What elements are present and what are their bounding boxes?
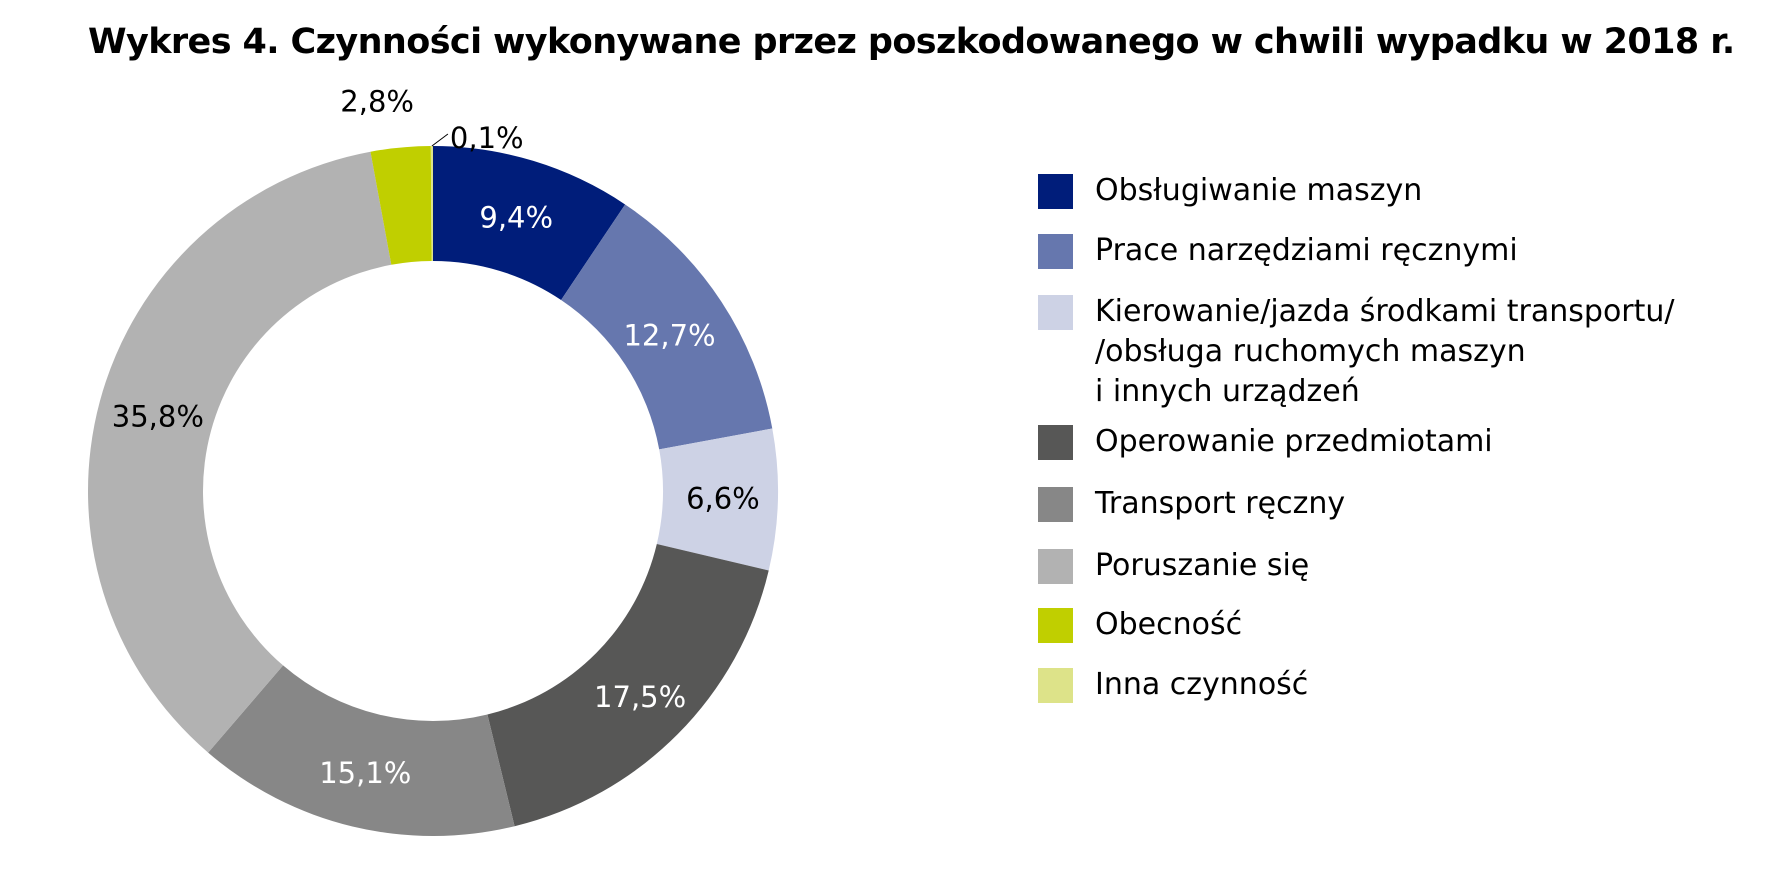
legend-item-8: Inna czynność — [1038, 665, 1715, 705]
legend-item-5: Transport ręczny — [1038, 484, 1715, 524]
donut-slice-8 — [430, 146, 433, 262]
legend-label-line: Obecność — [1095, 607, 1243, 642]
leader-line — [431, 133, 449, 147]
legend-label-line: Obsługiwanie maszyn — [1095, 173, 1423, 208]
legend-swatch — [1038, 425, 1073, 460]
donut-slice-2 — [561, 204, 773, 450]
legend-label-line: Poruszanie się — [1095, 548, 1310, 583]
legend-label-line: i innych urządzeń — [1095, 374, 1360, 409]
legend-swatch — [1038, 549, 1073, 584]
legend-item-3: Kierowanie/jazda środkami transportu/ /ob… — [1038, 292, 1715, 412]
data-label-2: 12,7% — [623, 319, 715, 353]
legend-swatch — [1038, 487, 1073, 522]
legend-label-line: Kierowanie/jazda środkami transportu/ — [1095, 294, 1675, 329]
donut-slice-3 — [656, 428, 778, 571]
legend: Obsługiwanie maszyn Prace narzędziami ręc… — [1038, 0, 1738, 876]
legend-label-line: /obsługa ruchomych maszyn — [1095, 334, 1526, 369]
legend-label: Kierowanie/jazda środkami transportu/ /ob… — [1095, 292, 1715, 412]
legend-swatch — [1038, 234, 1073, 269]
legend-label-line: Operowanie przedmiotami — [1095, 424, 1493, 459]
donut-slice-4 — [487, 543, 769, 827]
donut-slice-6 — [87, 151, 392, 753]
data-label-1: 9,4% — [479, 200, 553, 234]
legend-swatch — [1038, 668, 1073, 703]
donut-slice-7 — [370, 146, 432, 265]
donut-slice-1 — [433, 146, 626, 300]
legend-item-1: Obsługiwanie maszyn — [1038, 171, 1715, 211]
legend-swatch — [1038, 295, 1073, 330]
donut-chart: 9,4% 12,7% 6,6% 17,5% 15,1% 35,8% 2,8% 0,1% — [87, 85, 778, 836]
legend-label-line: Inna czynność — [1095, 667, 1309, 702]
data-label-8: 0,1% — [450, 121, 524, 155]
data-label-7: 2,8% — [340, 85, 414, 119]
legend-swatch — [1038, 608, 1073, 643]
data-label-5: 15,1% — [319, 756, 411, 790]
legend-label: Inna czynność — [1095, 665, 1715, 705]
legend-label: Transport ręczny — [1095, 484, 1715, 524]
data-label-4: 17,5% — [594, 680, 686, 714]
legend-item-6: Poruszanie się — [1038, 546, 1715, 586]
legend-label-line: Prace narzędziami ręcznymi — [1095, 233, 1518, 268]
legend-label-line: Transport ręczny — [1095, 486, 1346, 521]
legend-label: Poruszanie się — [1095, 546, 1715, 586]
legend-label: Operowanie przedmiotami — [1095, 422, 1715, 462]
legend-label: Prace narzędziami ręcznymi — [1095, 231, 1715, 271]
legend-swatch — [1038, 174, 1073, 209]
legend-item-2: Prace narzędziami ręcznymi — [1038, 231, 1715, 271]
legend-label: Obsługiwanie maszyn — [1095, 171, 1715, 211]
legend-item-4: Operowanie przedmiotami — [1038, 422, 1715, 462]
chart-title: Wykres 4. Czynności wykonywane przez pos… — [88, 22, 1735, 62]
data-label-6: 35,8% — [112, 400, 204, 434]
donut-slice-5 — [208, 665, 515, 836]
legend-item-7: Obecność — [1038, 605, 1715, 645]
legend-label: Obecność — [1095, 605, 1715, 645]
data-label-3: 6,6% — [686, 481, 760, 515]
